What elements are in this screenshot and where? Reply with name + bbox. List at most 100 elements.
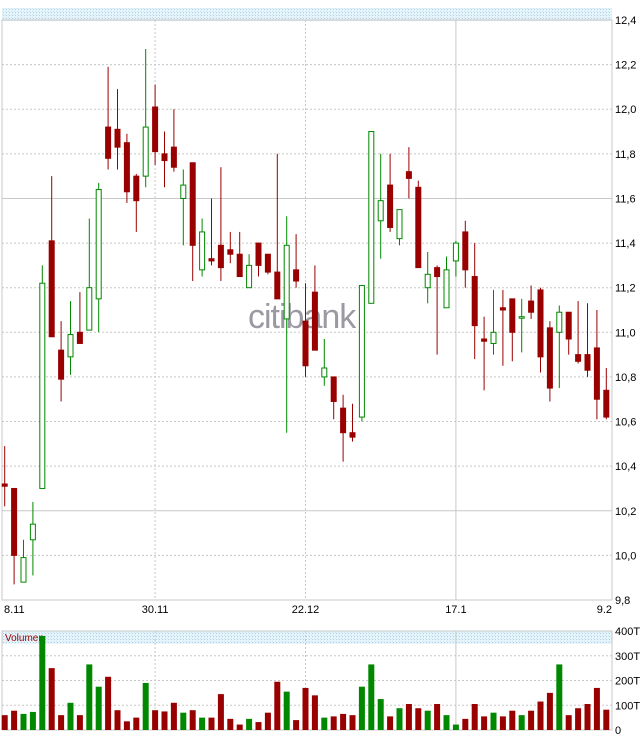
volume-bar xyxy=(199,717,206,730)
candle xyxy=(349,403,356,442)
candle-body xyxy=(481,338,488,342)
y-tick-label: 12,2 xyxy=(615,60,636,72)
volume-bar xyxy=(396,708,403,730)
volume-bar xyxy=(405,704,412,730)
candle xyxy=(255,242,262,277)
candle xyxy=(490,289,497,355)
candle xyxy=(396,209,403,246)
x-tick-label: 8.11 xyxy=(4,604,25,616)
candle-body xyxy=(340,407,347,434)
candle xyxy=(340,394,347,462)
volume-bar xyxy=(368,664,375,730)
candle xyxy=(123,133,130,203)
candle-body xyxy=(180,184,187,199)
candle xyxy=(321,339,328,386)
volume-bar xyxy=(528,710,535,730)
candle xyxy=(452,240,459,277)
candle-body xyxy=(170,146,177,168)
volume-bar xyxy=(330,716,337,730)
candle xyxy=(537,287,544,373)
candle-body xyxy=(358,284,365,418)
volume-bar xyxy=(518,715,525,730)
candle xyxy=(603,368,610,420)
candle-body xyxy=(452,242,459,262)
x-tick-label: 9.2 xyxy=(597,604,612,616)
candle xyxy=(189,162,196,281)
candle xyxy=(556,305,563,389)
volume-bar xyxy=(11,710,18,730)
price-header-strip xyxy=(2,8,612,21)
candle xyxy=(95,182,102,333)
candle xyxy=(76,292,83,344)
candle-body xyxy=(556,311,563,333)
volume-bar xyxy=(481,716,488,730)
volume-bar xyxy=(152,710,159,730)
candle-body xyxy=(133,175,140,202)
candle-body xyxy=(584,354,591,371)
candle-body xyxy=(20,557,27,583)
volume-bar xyxy=(29,711,36,730)
y-tick-label: 9,8 xyxy=(615,595,630,607)
candle xyxy=(546,321,553,402)
volume-bar xyxy=(387,716,394,730)
candle-body xyxy=(490,331,497,344)
candle-body xyxy=(86,287,93,331)
y-tick-label: 12,0 xyxy=(615,104,636,116)
candle xyxy=(161,131,168,188)
candle-body xyxy=(39,282,46,489)
volume-bar xyxy=(283,691,290,730)
candle xyxy=(415,180,422,269)
volume-tick-label: 200T xyxy=(615,676,640,688)
candle-body xyxy=(330,376,337,402)
volume-bar xyxy=(377,699,384,730)
candle xyxy=(518,298,525,353)
volume-bar xyxy=(452,724,459,730)
volume-bar xyxy=(170,702,177,730)
volume-bar xyxy=(462,718,469,730)
volume-header-strip xyxy=(2,631,612,644)
candle xyxy=(528,285,535,319)
volume-bar xyxy=(499,716,506,730)
candle-body xyxy=(48,240,55,338)
volume-bar xyxy=(321,717,328,730)
y-tick-label: 11,6 xyxy=(615,193,636,205)
candle xyxy=(462,220,469,288)
candle-body xyxy=(302,320,309,367)
candle xyxy=(170,109,177,172)
candle xyxy=(593,310,600,420)
candle xyxy=(302,283,309,377)
candle-body xyxy=(349,432,356,438)
candle xyxy=(509,298,516,362)
volume-bar xyxy=(123,721,130,730)
candle xyxy=(1,446,8,507)
volume-bar xyxy=(471,704,478,730)
candle-body xyxy=(274,271,281,300)
volume-bar xyxy=(575,708,582,730)
volume-bar xyxy=(114,710,121,730)
candle-body xyxy=(405,171,412,179)
volume-bar xyxy=(161,711,168,730)
volume-bar xyxy=(236,724,243,730)
candle-body xyxy=(462,231,469,271)
candle-body xyxy=(311,291,318,351)
volume-bar xyxy=(424,710,431,730)
y-tick-label: 11,2 xyxy=(615,283,636,295)
candle xyxy=(58,321,65,402)
candle-body xyxy=(537,289,544,358)
volume-bar xyxy=(20,713,27,730)
candle-body xyxy=(1,483,8,487)
candle-body xyxy=(208,258,215,262)
candle-body xyxy=(565,311,572,340)
volume-bar xyxy=(208,717,215,730)
candle-body xyxy=(499,307,506,311)
y-tick-label: 12,4 xyxy=(615,15,636,27)
candle-body xyxy=(189,162,196,246)
y-tick-label: 10,8 xyxy=(615,372,636,384)
candle-body xyxy=(67,334,74,358)
candle xyxy=(471,243,478,360)
candle xyxy=(86,218,93,331)
candle xyxy=(227,231,234,264)
candle xyxy=(405,147,412,199)
candle-body xyxy=(387,184,394,228)
